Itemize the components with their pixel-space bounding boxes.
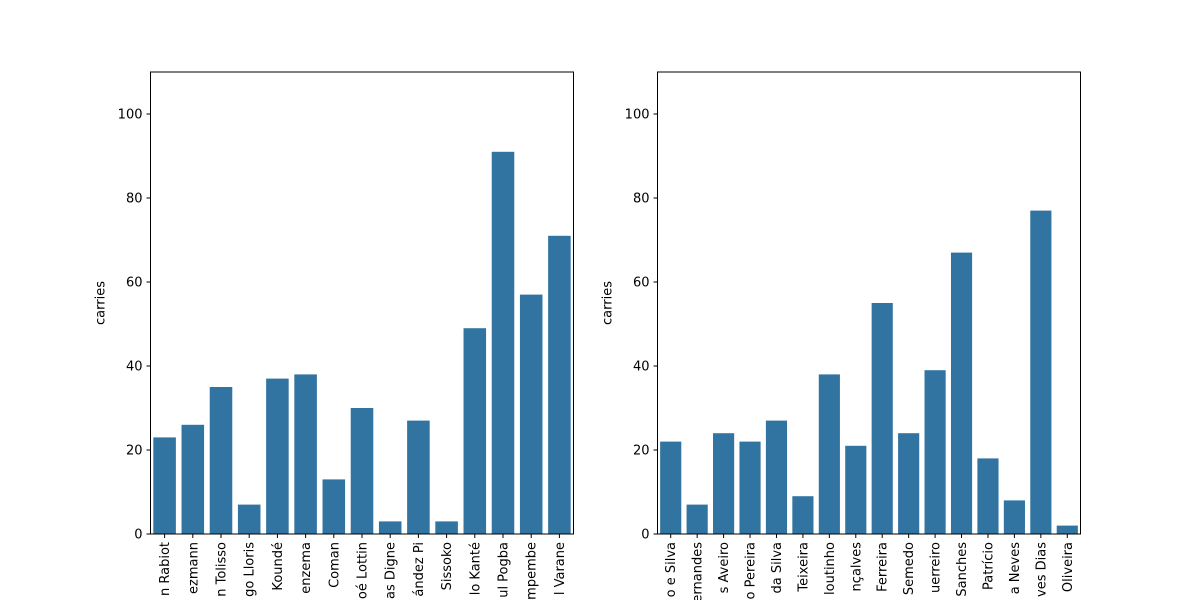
bar-right-13 — [1003, 500, 1025, 534]
x-tick-labels-right: o e Silva ernandes s Aveiro o Pereira da Sil… — [664, 542, 1076, 600]
y-tick-label-left-1: 20 — [126, 444, 143, 459]
bar-right-9 — [898, 433, 920, 534]
bar-right-15 — [1056, 525, 1078, 534]
bar-left-0 — [153, 437, 176, 534]
x-tick-label-left-2: n Tolisso — [215, 542, 230, 597]
bar-right-10 — [924, 370, 946, 534]
x-tick-label-right-14: ves Dias — [1034, 542, 1049, 597]
x-tick-label-right-8: Ferreira — [876, 542, 891, 592]
bar-left-12 — [491, 151, 515, 535]
y-tick-label-right-2: 40 — [633, 360, 650, 375]
x-tick-label-right-2: s Aveiro — [717, 542, 732, 593]
x-tick-label-left-5: enzema — [299, 542, 314, 594]
bar-right-14 — [1030, 210, 1052, 534]
x-tick-label-right-6: loutinho — [823, 542, 838, 595]
y-axis-title-right: carries — [601, 281, 616, 325]
y-tick-label-left-0: 0 — [134, 528, 142, 543]
bar-left-4 — [266, 378, 289, 534]
y-tick-label-right-1: 20 — [633, 444, 650, 459]
x-tick-label-right-12: Patrício — [981, 542, 996, 590]
bar-left-7 — [350, 408, 374, 534]
x-tick-label-right-7: nçalves — [849, 542, 864, 592]
x-tick-label-left-4: Koundé — [271, 542, 286, 591]
y-tick-label-left-5: 100 — [118, 108, 143, 123]
y-tick-label-right-4: 80 — [633, 192, 650, 207]
x-tick-label-left-3: go Lloris — [243, 542, 258, 597]
x-tick-label-left-10: Sissoko — [440, 542, 455, 590]
x-tick-label-right-11: Sanches — [955, 542, 970, 597]
bar-right-0 — [660, 441, 682, 534]
y-tick-label-right-5: 100 — [625, 108, 650, 123]
bar-left-1 — [181, 424, 205, 534]
bar-left-5 — [294, 374, 317, 534]
bar-left-10 — [435, 521, 458, 534]
bar-right-3 — [739, 441, 761, 534]
bar-left-13 — [519, 294, 543, 534]
y-tick-label-left-4: 80 — [126, 192, 143, 207]
y-tick-label-right-0: 0 — [641, 528, 649, 543]
bar-left-8 — [378, 521, 402, 534]
x-tick-label-left-14: l Varane — [553, 542, 568, 595]
left-bar-chart: 0 20 40 60 80 100 carries n Rabiot ezmann n Tolis… — [94, 71, 574, 600]
bar-right-7 — [845, 445, 867, 534]
x-tick-label-left-11: lo Kanté — [468, 542, 483, 595]
bar-left-3 — [237, 504, 261, 534]
x-tick-label-left-12: ul Pogba — [497, 542, 512, 598]
y-axis-title-left: carries — [94, 281, 109, 325]
x-tick-label-right-3: o Pereira — [744, 542, 759, 599]
y-tick-label-left-2: 40 — [126, 360, 143, 375]
x-tick-label-right-9: Semedo — [902, 542, 917, 595]
x-tick-label-right-10: uerreiro — [929, 542, 944, 593]
bar-right-4 — [765, 420, 788, 534]
x-tick-label-right-1: ernandes — [691, 542, 706, 600]
x-tick-label-right-0: o e Silva — [664, 542, 679, 597]
x-tick-label-left-1: ezmann — [186, 542, 201, 594]
bar-left-11 — [463, 328, 487, 534]
x-tick-label-left-0: n Rabiot — [158, 542, 173, 596]
bar-right-11 — [950, 252, 973, 534]
bar-left-2 — [209, 387, 233, 534]
axes-frame-right — [657, 71, 1081, 535]
x-tick-label-right-5: Teixeira — [796, 542, 811, 593]
x-tick-label-right-4: da Silva — [770, 542, 785, 594]
bar-right-5 — [792, 496, 814, 534]
bar-right-6 — [818, 374, 840, 534]
x-tick-label-left-9: ández Pi — [412, 542, 427, 597]
x-tick-label-left-7: oé Lottin — [356, 542, 371, 599]
bar-left-9 — [407, 420, 430, 534]
right-bar-chart: 0 20 40 60 80 100 carries o e Silva ernandes s Av… — [601, 71, 1081, 600]
x-tick-label-left-8: as Digne — [384, 542, 399, 599]
bar-right-12 — [977, 458, 999, 534]
bar-right-2 — [713, 433, 735, 534]
x-tick-label-left-13: mpembe — [525, 542, 540, 600]
y-tick-label-left-3: 60 — [126, 276, 143, 291]
y-tick-label-right-3: 60 — [633, 276, 650, 291]
bar-left-6 — [322, 479, 346, 534]
x-tick-label-right-15: Oliveira — [1061, 542, 1076, 592]
x-tick-labels-left: n Rabiot ezmann n Tolisso go Lloris Koundé en… — [158, 542, 568, 600]
x-tick-label-right-13: a Neves — [1008, 542, 1023, 595]
bar-right-1 — [686, 504, 708, 534]
bar-right-8 — [871, 303, 893, 534]
x-tick-label-left-6: Coman — [327, 542, 342, 588]
bar-left-14 — [548, 235, 571, 535]
